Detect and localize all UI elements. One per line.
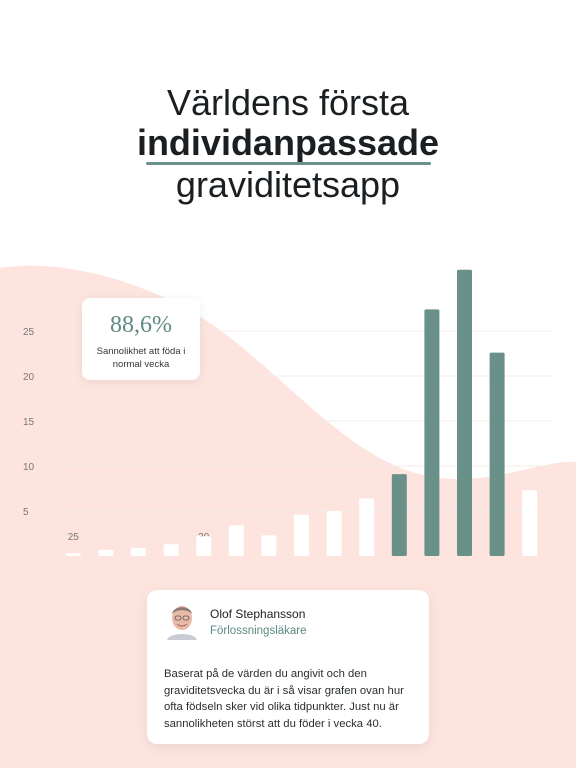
y-tick-label: 20 bbox=[23, 372, 35, 383]
headline-line: Världens första bbox=[166, 82, 410, 123]
bar bbox=[131, 547, 146, 556]
author-name: Olof Stephansson bbox=[210, 607, 306, 621]
bar bbox=[163, 544, 179, 556]
stat-card: 88,6% Sannolikhet att föda i normal veck… bbox=[82, 298, 200, 380]
y-tick-label: 15 bbox=[23, 417, 35, 428]
bar bbox=[98, 549, 114, 556]
y-tick-label: 10 bbox=[23, 462, 35, 473]
bar bbox=[522, 490, 538, 556]
headline-line: graviditetsapp bbox=[175, 164, 401, 205]
quote-card: Olof Stephansson Förlossningsläkare Base… bbox=[147, 590, 429, 744]
avatar bbox=[167, 606, 197, 640]
y-tick-label: 5 bbox=[23, 507, 29, 518]
y-tick-label: 25 bbox=[23, 327, 35, 338]
bar bbox=[294, 514, 309, 556]
x-tick-label: 25 bbox=[68, 532, 80, 543]
quote-text: Baserat på de värden du angivit och den … bbox=[164, 668, 404, 730]
headline-line: individanpassade bbox=[136, 122, 440, 163]
bar bbox=[489, 352, 505, 556]
plot: 5101520252530 bbox=[23, 269, 552, 556]
bar bbox=[424, 309, 440, 556]
stat-label: Sannolikhet att föda i normal vecka bbox=[96, 346, 186, 370]
stat-value: 88,6% bbox=[110, 312, 172, 338]
bar bbox=[65, 553, 81, 556]
bar bbox=[228, 525, 244, 556]
bar bbox=[326, 511, 342, 556]
author-role: Förlossningsläkare bbox=[210, 625, 307, 637]
bar bbox=[391, 474, 407, 556]
headline-underline bbox=[146, 162, 431, 165]
bar bbox=[261, 535, 277, 556]
bar bbox=[196, 536, 212, 556]
bar bbox=[457, 269, 472, 556]
bar bbox=[359, 498, 375, 556]
